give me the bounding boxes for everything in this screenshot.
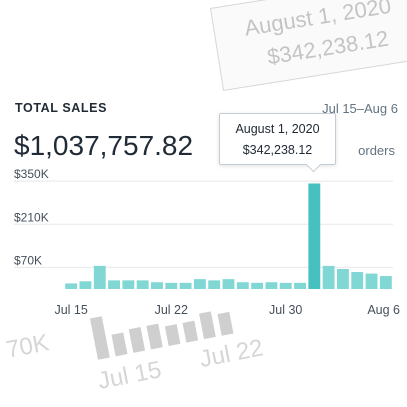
bar[interactable]: [379, 276, 392, 289]
x-tick-label: Jul 15: [54, 303, 87, 317]
bar[interactable]: [251, 282, 264, 289]
y-tick-label: $350K: [14, 167, 49, 181]
ghost-bar: [111, 332, 128, 357]
x-tick-label: Jul 30: [269, 303, 302, 317]
bar[interactable]: [136, 280, 149, 289]
bar[interactable]: [279, 282, 292, 289]
bar[interactable]: [208, 280, 221, 289]
bar[interactable]: [79, 281, 92, 289]
tooltip-value: $342,238.12: [242, 143, 313, 157]
tooltip-date: August 1, 2020: [235, 122, 320, 136]
ghost-bar: [146, 323, 163, 350]
bar[interactable]: [265, 282, 278, 289]
ghost-tick-label: Jul 22: [197, 334, 266, 374]
orders-label: orders: [358, 143, 395, 158]
bar[interactable]: [108, 280, 120, 289]
bar[interactable]: [93, 265, 106, 290]
bar[interactable]: [65, 283, 78, 289]
ghost-bar: [128, 327, 146, 353]
bar[interactable]: [236, 282, 249, 289]
bar[interactable]: [222, 279, 235, 289]
ghost-tick-label: Jul 15: [95, 356, 164, 395]
bar[interactable]: [365, 273, 378, 289]
bar[interactable]: [294, 282, 306, 289]
y-tick-label: $210K: [14, 210, 49, 224]
bar[interactable]: [193, 279, 206, 289]
date-range-link[interactable]: Jul 15–Aug 6: [322, 101, 398, 116]
total-sales-value: $1,037,757.82: [14, 130, 194, 161]
chart-tooltip: August 1, 2020 $342,238.12: [219, 113, 336, 165]
ghost-bar: [89, 316, 110, 360]
background-tooltip-ghost: August 1, 2020 $342,238.12: [210, 0, 407, 91]
ghost-bar: [164, 324, 181, 347]
bar[interactable]: [165, 282, 178, 289]
x-tick-label: Jul 22: [155, 303, 188, 317]
bar[interactable]: [337, 268, 349, 289]
card-title: TOTAL SALES: [15, 101, 108, 115]
bar[interactable]: [122, 280, 135, 289]
bar[interactable]: [322, 265, 335, 290]
x-tick-label: Aug 6: [367, 303, 400, 317]
bar[interactable]: [151, 282, 163, 289]
bar-highlighted[interactable]: [308, 183, 321, 289]
bar[interactable]: [351, 272, 364, 289]
sales-bar-chart: $70K $210K $350K Jul 15 Jul 22 Jul 30 Aug 6: [14, 167, 400, 317]
ghost-tick-label: 70K: [3, 329, 52, 364]
ghost-bar: [182, 320, 199, 343]
y-tick-label: $70K: [14, 253, 42, 267]
bar[interactable]: [179, 282, 192, 289]
